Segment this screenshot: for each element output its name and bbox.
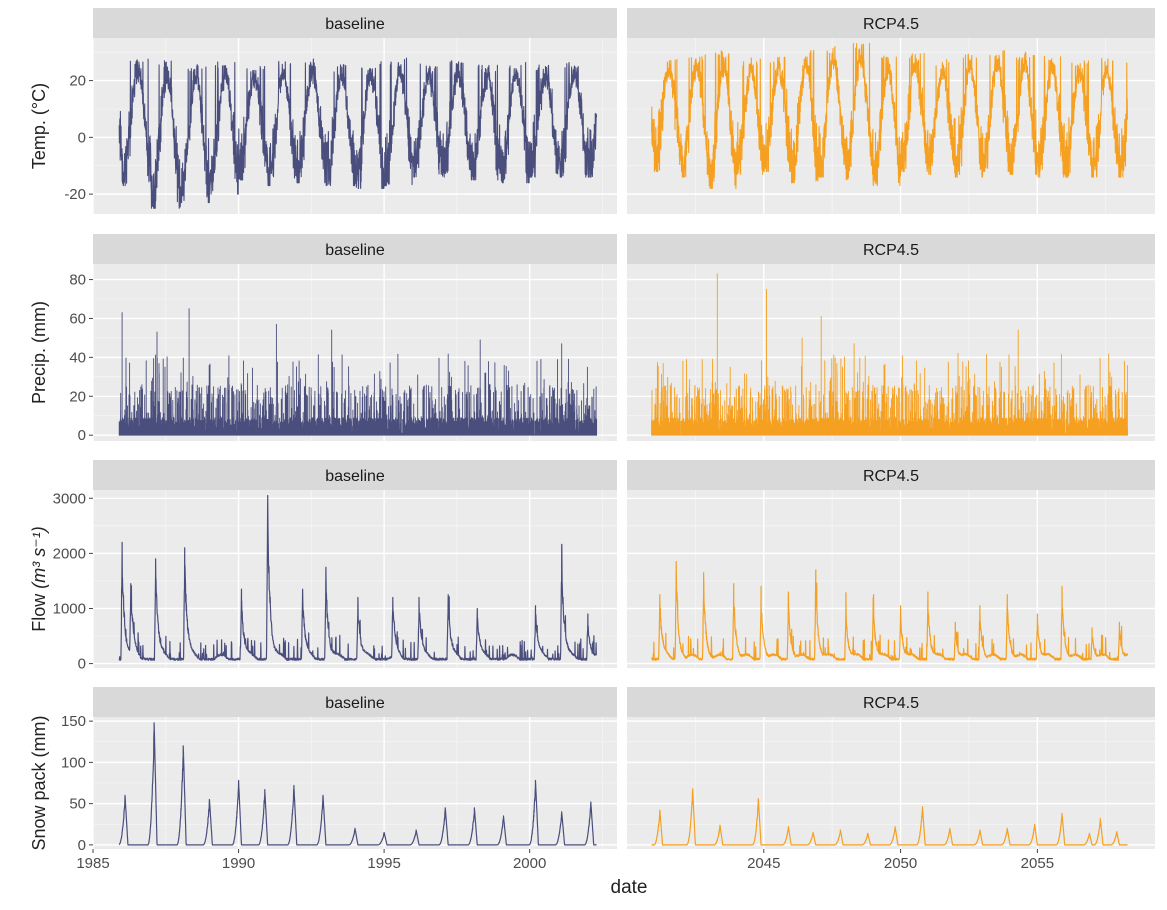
y-tick-label: -20	[64, 186, 86, 203]
facet-strip-label: RCP4.5	[863, 16, 919, 33]
x-tick-label: 1995	[367, 855, 400, 872]
y-axis-title: Temp. (°C)	[29, 83, 49, 169]
y-tick-label: 20	[69, 388, 86, 405]
y-tick-label: 0	[78, 837, 86, 854]
y-axis-title: Flow (m³ s⁻¹)	[29, 526, 49, 632]
y-tick-label: 3000	[53, 490, 86, 507]
facet-strip-label: baseline	[325, 16, 385, 33]
facet-strip-label: RCP4.5	[863, 695, 919, 712]
y-axis-title: Precip. (mm)	[29, 301, 49, 404]
panel: RCP4.5 2045 2050 2055	[627, 687, 1155, 872]
panel: baseline -20 0 20	[64, 8, 617, 214]
facet-strip-label: RCP4.5	[863, 242, 919, 259]
series-line-rcp45	[651, 788, 1128, 846]
y-tick-label: 2000	[53, 545, 86, 562]
y-tick-label: 100	[61, 754, 86, 771]
series-line-rcp45	[651, 42, 1129, 190]
facet-strip	[93, 8, 617, 38]
facet-strip-label: baseline	[325, 242, 385, 259]
x-tick-label: 2045	[747, 855, 780, 872]
series-line-baseline	[118, 722, 598, 846]
x-tick-label: 2000	[513, 855, 546, 872]
panel: RCP4.5	[627, 8, 1155, 214]
panel: baseline 0 50 100 150 1985 1990 1995 2000	[61, 687, 617, 872]
panel: RCP4.5	[627, 234, 1155, 441]
y-tick-label: 50	[69, 796, 86, 813]
y-tick-label: 1000	[53, 600, 86, 617]
y-axis-title: Snow pack (mm)	[29, 715, 49, 850]
y-tick-label: 20	[69, 73, 86, 90]
panel: baseline 0 20 40 60 80	[69, 234, 617, 444]
y-tick-label: 0	[78, 427, 86, 444]
facet-strip	[93, 234, 617, 264]
facet-strip	[93, 460, 617, 490]
panel-background	[627, 490, 1155, 668]
series-line-rcp45	[651, 561, 1129, 661]
facet-strip	[93, 687, 617, 717]
x-tick-label: 2055	[1021, 855, 1054, 872]
x-axis-title: date	[611, 877, 648, 898]
y-tick-label: 150	[61, 713, 86, 730]
facet-strip	[627, 8, 1155, 38]
facet-strip	[627, 687, 1155, 717]
series-line-rcp45	[651, 273, 1128, 436]
x-tick-label: 2050	[884, 855, 917, 872]
facet-strip	[627, 460, 1155, 490]
y-tick-label: 40	[69, 349, 86, 366]
series-line-baseline	[118, 494, 597, 661]
panel-background	[627, 38, 1155, 214]
x-tick-label: 1990	[222, 855, 255, 872]
x-tick-label: 1985	[76, 855, 109, 872]
y-tick-label: 80	[69, 272, 86, 289]
y-tick-label: 0	[78, 656, 86, 673]
facet-strip-label: baseline	[325, 468, 385, 485]
panel-grid: baseline -20 0 20 RCP4.5 Temp. (°C) baseline 0 2…	[29, 8, 1155, 872]
facet-strip	[627, 234, 1155, 264]
facet-strip-label: baseline	[325, 695, 385, 712]
panel: baseline 0 1000 2000 3000	[53, 460, 617, 673]
series-line-baseline	[118, 57, 598, 209]
series-line-baseline	[118, 308, 598, 436]
facet-strip-label: RCP4.5	[863, 468, 919, 485]
y-tick-label: 0	[78, 129, 86, 146]
panel: RCP4.5	[627, 460, 1155, 668]
y-tick-label: 60	[69, 310, 86, 327]
